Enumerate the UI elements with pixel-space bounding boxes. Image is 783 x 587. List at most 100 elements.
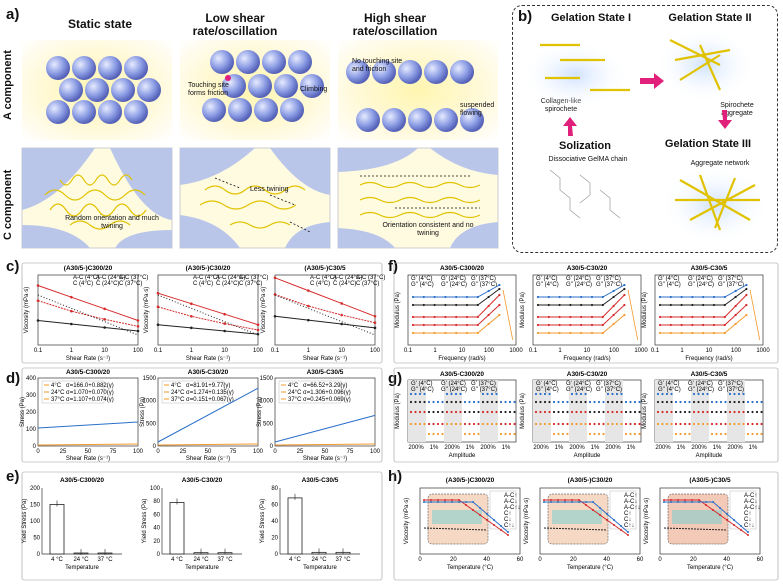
f-xtick: 0.1: [529, 348, 538, 354]
c-title: (A30/5-)C30/20: [186, 265, 231, 272]
g-point: [432, 432, 435, 436]
g-point: [724, 410, 727, 414]
d-xtick: 0: [36, 449, 40, 455]
g-point: [719, 410, 723, 414]
g-point: [728, 400, 732, 404]
g-point: [432, 422, 435, 426]
g-point: [495, 392, 498, 396]
c-point: [373, 315, 377, 318]
c-point: [156, 305, 160, 309]
f-point: [712, 323, 716, 327]
h-point: [733, 519, 735, 521]
g-ylabel: Modulus (Pa): [395, 393, 401, 429]
a-static-particle: [46, 56, 70, 80]
f-point: [590, 315, 594, 319]
f-legend-entry: G' (37°C): [471, 276, 496, 282]
c-point: [156, 323, 160, 327]
f-point: [702, 303, 705, 307]
h-point: [550, 499, 552, 501]
h-point: [423, 501, 425, 503]
h-point: [691, 499, 693, 501]
g-point: [737, 400, 741, 404]
g-point: [746, 432, 750, 436]
c-legend-entry: A-C (37°C): [356, 275, 385, 281]
h-series-line: [423, 527, 487, 531]
h-point: [507, 531, 509, 533]
f-point: [623, 287, 626, 291]
c-legend-entry: A-C (24°C): [216, 275, 245, 281]
g-point: [715, 422, 718, 426]
f-point: [476, 315, 479, 319]
g-point: [706, 400, 709, 404]
g-xtick: 200%: [605, 445, 621, 451]
g-point: [611, 400, 614, 404]
g-point: [552, 432, 556, 436]
g-point: [701, 392, 705, 396]
g-point: [733, 410, 736, 414]
h-point: [472, 509, 474, 511]
h-point: [543, 501, 545, 503]
d-ylabel: Stress (Pa): [257, 397, 263, 427]
g-point: [423, 410, 426, 414]
g-point: [427, 400, 431, 404]
a-high-particle: [450, 60, 474, 84]
d-xtick: 75: [110, 449, 117, 455]
h-point: [684, 501, 686, 503]
f-xtick: 10: [584, 348, 591, 354]
g-point: [633, 400, 637, 404]
g-xtick: 200%: [691, 445, 707, 451]
f-point: [476, 295, 479, 299]
a-high-particle: [398, 60, 422, 84]
c-xlabel: Shear Rate (s⁻¹): [66, 356, 110, 362]
h-point: [458, 501, 460, 503]
g-point: [742, 392, 745, 396]
h-point: [677, 499, 679, 501]
h-xtick: 20: [690, 557, 697, 563]
g-legend-entry: G' (37°C): [471, 381, 496, 387]
f-xlabel: Frequency (rad/s): [438, 356, 485, 362]
g-point: [414, 400, 417, 404]
g-point: [710, 422, 714, 426]
h-legend-entry: C↑: [744, 511, 751, 517]
a-climbing-note: Climbing: [300, 86, 328, 93]
g-point: [661, 410, 664, 414]
g-point: [490, 410, 494, 414]
g-xtick: 200%: [480, 445, 496, 451]
h-xtick: 0: [418, 557, 422, 563]
g-point: [436, 400, 440, 404]
e-xlabel: Temperature: [65, 565, 99, 571]
g-point: [450, 410, 453, 414]
g-xtick: 200%: [408, 445, 424, 451]
c-series-line: [157, 306, 259, 331]
g-frame: [393, 367, 779, 463]
d-xlabel: Shear Rate (s⁻¹): [186, 456, 230, 462]
f-point: [411, 295, 415, 299]
g-point: [495, 422, 498, 426]
e-bar: [169, 502, 185, 555]
h-point: [592, 509, 594, 511]
b-state2: Gelation State II: [668, 12, 752, 24]
g-point: [706, 422, 709, 426]
h-legend-box: [489, 490, 517, 530]
f-point: [680, 323, 683, 327]
d-fit: σ=1.306+0.096(γ): [303, 390, 351, 396]
f-point: [745, 287, 748, 291]
g-point: [445, 410, 449, 414]
b-spiro: Spirochete aggregate: [720, 102, 754, 117]
panel-a-label: a): [6, 6, 20, 23]
g-xtick: 1%: [430, 445, 439, 451]
c-legend-entry: C (4°C): [193, 281, 213, 287]
c-xtick: 1: [307, 348, 311, 354]
g-point: [450, 400, 453, 404]
g-point: [638, 432, 641, 436]
g-legend-entry: G' (4°C): [536, 381, 558, 387]
c-series-line: [157, 292, 259, 326]
c-legend-entry: C (24°C): [333, 281, 356, 287]
g-point: [606, 392, 610, 396]
g-xtick: 200%: [444, 445, 460, 451]
g-point: [593, 432, 596, 436]
c-point: [103, 307, 106, 311]
g-shade: [444, 380, 462, 442]
g-point: [751, 432, 754, 436]
